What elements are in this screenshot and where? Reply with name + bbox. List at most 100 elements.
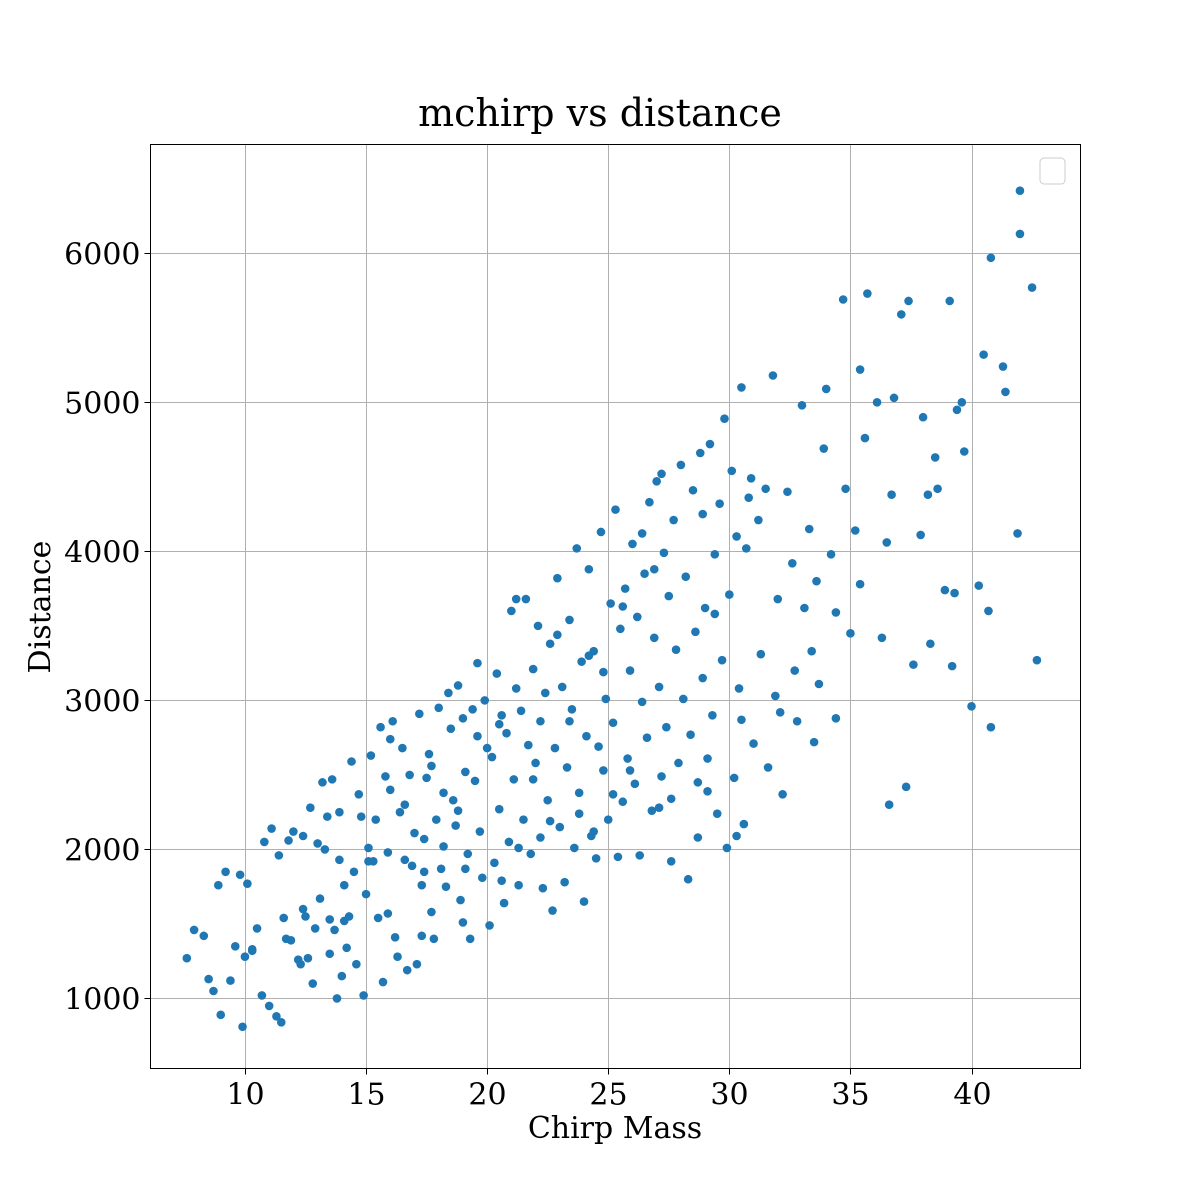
data-point — [562, 763, 572, 772]
data-point — [216, 1010, 226, 1020]
data-point — [710, 550, 720, 559]
data-point — [574, 788, 584, 798]
plot-frame — [150, 144, 1081, 1069]
data-point — [301, 912, 310, 921]
data-point — [347, 757, 356, 766]
grid — [150, 144, 1081, 1069]
data-point — [679, 694, 688, 704]
data-point — [967, 702, 976, 711]
data-point — [821, 384, 831, 394]
data-point — [482, 743, 492, 753]
data-point — [579, 897, 589, 906]
data-point — [553, 573, 562, 583]
data-point — [402, 965, 412, 975]
data-point — [470, 776, 480, 786]
y-tick-label: 3000 — [64, 685, 140, 720]
legend-box — [1039, 157, 1066, 185]
data-point — [640, 569, 649, 579]
data-point — [599, 667, 608, 677]
data-point — [693, 833, 703, 842]
x-tick-label: 25 — [589, 1078, 627, 1113]
data-point — [373, 913, 383, 923]
data-point — [388, 716, 397, 726]
data-point — [400, 800, 410, 810]
data-point — [444, 688, 453, 698]
data-point — [618, 797, 628, 807]
data-point — [979, 350, 988, 359]
data-point — [1015, 186, 1025, 195]
x-tick-label: 30 — [710, 1078, 748, 1113]
data-point — [998, 362, 1008, 371]
data-point — [395, 807, 405, 817]
data-point — [630, 779, 640, 789]
data-point — [281, 934, 291, 944]
data-point — [371, 815, 381, 824]
data-point — [778, 789, 787, 799]
data-point — [662, 722, 671, 732]
data-point — [511, 594, 521, 604]
data-point — [826, 550, 836, 559]
data-point — [986, 722, 996, 732]
data-point — [570, 843, 579, 853]
data-point — [1015, 229, 1025, 239]
axis-ticks: 10 15 20 25 30 35 40 1000 2000 3000 4000 5000 6000 — [64, 238, 991, 1113]
data-point — [872, 398, 882, 407]
data-point — [926, 639, 935, 649]
y-tick-label: 2000 — [64, 834, 140, 869]
data-point — [616, 624, 625, 634]
data-point — [584, 651, 594, 660]
data-point — [448, 795, 458, 805]
data-point — [494, 804, 504, 814]
data-point — [477, 873, 487, 883]
data-point — [555, 822, 565, 832]
data-point — [773, 594, 783, 604]
data-point — [737, 715, 746, 725]
data-point — [746, 474, 756, 483]
data-point — [238, 1022, 247, 1032]
data-point — [509, 775, 519, 784]
data-point — [514, 843, 523, 853]
data-point — [855, 579, 865, 589]
data-point — [647, 806, 657, 815]
data-point — [332, 994, 342, 1003]
data-point — [930, 453, 940, 462]
data-point — [986, 253, 996, 263]
data-point — [691, 627, 700, 637]
data-point — [720, 414, 729, 424]
data-point — [671, 645, 681, 655]
data-point — [744, 493, 754, 503]
data-point — [695, 448, 705, 458]
data-point — [322, 812, 332, 821]
data-point — [306, 803, 315, 812]
data-point — [550, 743, 560, 753]
data-point — [298, 904, 308, 914]
data-point — [511, 684, 521, 693]
data-point — [565, 716, 574, 726]
data-point — [492, 669, 502, 678]
data-point — [335, 855, 344, 865]
x-tick-label: 10 — [226, 1078, 264, 1113]
data-point — [354, 789, 364, 799]
data-point — [703, 787, 712, 796]
data-point — [637, 529, 647, 538]
data-point — [664, 591, 674, 601]
data-point — [289, 827, 298, 836]
data-point — [313, 839, 322, 848]
data-point — [422, 773, 431, 783]
data-point — [618, 602, 628, 611]
y-tick-label: 6000 — [64, 238, 140, 273]
data-point — [456, 895, 465, 905]
data-point — [887, 490, 896, 500]
data-point — [577, 657, 586, 666]
data-point — [257, 991, 267, 1000]
data-point — [792, 716, 802, 726]
data-point — [398, 743, 407, 753]
data-point — [310, 924, 320, 933]
data-point — [230, 941, 240, 951]
data-point — [352, 959, 361, 969]
data-point — [933, 484, 942, 494]
data-point — [601, 694, 611, 704]
data-point — [252, 924, 262, 933]
data-point — [635, 851, 645, 860]
data-point — [427, 761, 436, 771]
